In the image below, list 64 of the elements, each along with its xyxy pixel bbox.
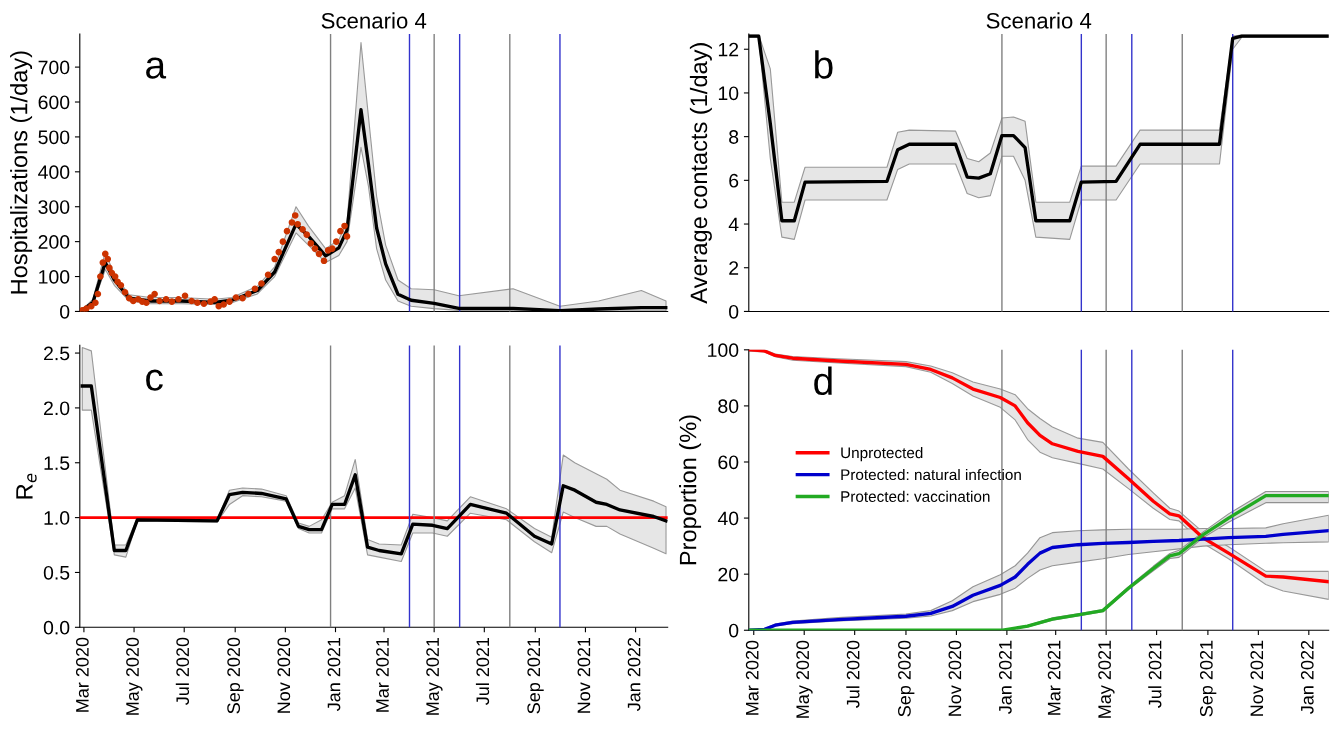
y-tick-label: 12 — [718, 42, 739, 57]
legend-label: Protected: vaccination — [841, 490, 990, 502]
y-tick-label: 0 — [729, 304, 739, 319]
y-tick-label: 4 — [728, 217, 739, 232]
y-tick-label: 0 — [60, 304, 70, 319]
x-tick-label: Sep 2021 — [1199, 640, 1217, 717]
x-tick-label: Sep 2020 — [898, 640, 915, 717]
x-tick-label: May 2020 — [126, 637, 143, 715]
annotation: b — [815, 50, 833, 79]
y-tick-label: 60 — [718, 455, 739, 470]
y-tick-label: 100 — [708, 343, 739, 358]
x-tick-label: Sep 2020 — [227, 637, 244, 714]
y-tick-label: 600 — [38, 95, 70, 110]
y-tick-label: 100 — [39, 270, 70, 284]
y-tick-label: 0.0 — [43, 620, 70, 635]
x-tick-label: Nov 2021 — [577, 637, 591, 713]
x-tick-label: Sep 2021 — [527, 637, 544, 714]
x-tick-label: Jul 2020 — [846, 640, 860, 708]
y-tick-label: 300 — [38, 200, 70, 214]
chart-title: Scenario 4 — [986, 12, 1092, 29]
x-tick-label: Jul 2021 — [1148, 640, 1162, 708]
y-tick-label: 2.0 — [44, 401, 70, 416]
x-tick-label: Jan 2022 — [1300, 640, 1314, 714]
legend-label: Protected: natural infection — [841, 468, 1021, 481]
x-tick-label: Jul 2020 — [175, 637, 190, 705]
x-tick-label: May 2020 — [796, 640, 813, 718]
x-tick-label: Mar 2021 — [376, 637, 389, 712]
y-tick-label: 20 — [718, 567, 739, 582]
annotation: c — [146, 369, 163, 391]
y-tick-label: 8 — [729, 130, 739, 144]
y-tick-label: 10 — [718, 86, 739, 101]
x-tick-label: Jul 2021 — [475, 637, 490, 705]
y-axis-title: R$_{e}$ — [16, 473, 37, 499]
x-tick-label: Jan 2021 — [327, 637, 341, 712]
legend-label: Unprotected — [841, 447, 923, 462]
y-tick-label: 1.0 — [44, 511, 70, 525]
y-tick-label: 200 — [38, 235, 70, 249]
x-tick-label: Jan 2021 — [998, 640, 1012, 714]
annotation: d — [814, 366, 832, 396]
x-tick-label: May 2021 — [1098, 640, 1115, 718]
y-axis-title: Hospitalizations (1/day) — [10, 51, 33, 294]
y-axis-title: Proportion (%) — [679, 415, 702, 565]
y-tick-label: 2 — [729, 261, 739, 275]
y-tick-label: 0 — [729, 623, 739, 638]
y-tick-label: 6 — [729, 173, 739, 188]
x-tick-label: Nov 2020 — [277, 637, 291, 713]
x-tick-label: Mar 2020 — [745, 640, 759, 715]
y-tick-label: 80 — [718, 399, 739, 414]
x-tick-label: May 2021 — [426, 637, 443, 715]
x-tick-label: Nov 2021 — [1250, 640, 1264, 716]
x-tick-label: Mar 2020 — [75, 637, 89, 712]
y-tick-label: 0.5 — [43, 565, 70, 580]
x-tick-label: Mar 2021 — [1047, 640, 1061, 715]
y-tick-label: 700 — [38, 60, 70, 75]
chart-title: Scenario 4 — [321, 12, 427, 29]
annotation: a — [146, 57, 167, 79]
y-tick-label: 40 — [717, 511, 739, 526]
x-tick-label: Jan 2022 — [627, 637, 641, 712]
y-tick-label: 500 — [38, 130, 70, 145]
y-tick-label: 2.5 — [44, 346, 70, 361]
x-tick-label: Nov 2020 — [948, 640, 962, 716]
y-tick-label: 1.5 — [44, 456, 70, 470]
y-tick-label: 400 — [38, 165, 70, 180]
y-axis-title: Average contacts (1/day) — [689, 43, 712, 304]
